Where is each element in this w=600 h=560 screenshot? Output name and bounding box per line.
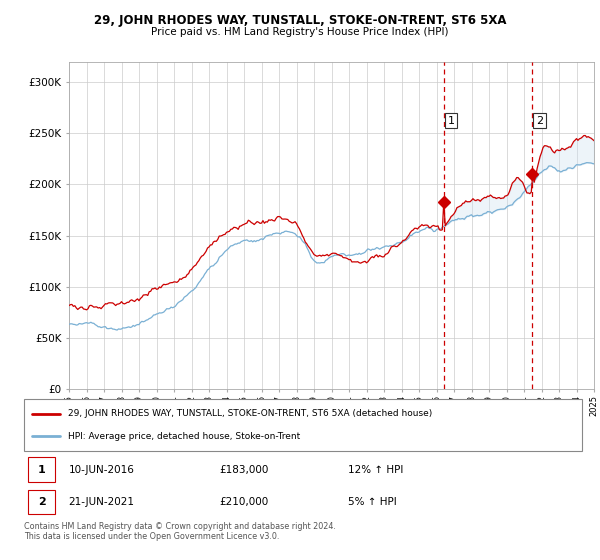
Text: Price paid vs. HM Land Registry's House Price Index (HPI): Price paid vs. HM Land Registry's House … [151, 27, 449, 37]
Text: 29, JOHN RHODES WAY, TUNSTALL, STOKE-ON-TRENT, ST6 5XA (detached house): 29, JOHN RHODES WAY, TUNSTALL, STOKE-ON-… [68, 409, 432, 418]
Text: 5% ↑ HPI: 5% ↑ HPI [347, 497, 397, 507]
Bar [28, 489, 55, 514]
Text: 1: 1 [38, 465, 46, 475]
Text: 21-JUN-2021: 21-JUN-2021 [68, 497, 134, 507]
Text: £210,000: £210,000 [220, 497, 269, 507]
Text: 1: 1 [448, 115, 455, 125]
Text: 2: 2 [38, 497, 46, 507]
Bar [28, 458, 55, 482]
Text: 2: 2 [536, 115, 543, 125]
Text: This data is licensed under the Open Government Licence v3.0.: This data is licensed under the Open Gov… [24, 532, 280, 541]
Text: HPI: Average price, detached house, Stoke-on-Trent: HPI: Average price, detached house, Stok… [68, 432, 300, 441]
Text: Contains HM Land Registry data © Crown copyright and database right 2024.: Contains HM Land Registry data © Crown c… [24, 522, 336, 531]
Text: 12% ↑ HPI: 12% ↑ HPI [347, 465, 403, 475]
Text: 29, JOHN RHODES WAY, TUNSTALL, STOKE-ON-TRENT, ST6 5XA: 29, JOHN RHODES WAY, TUNSTALL, STOKE-ON-… [94, 14, 506, 27]
Text: £183,000: £183,000 [220, 465, 269, 475]
Text: 10-JUN-2016: 10-JUN-2016 [68, 465, 134, 475]
